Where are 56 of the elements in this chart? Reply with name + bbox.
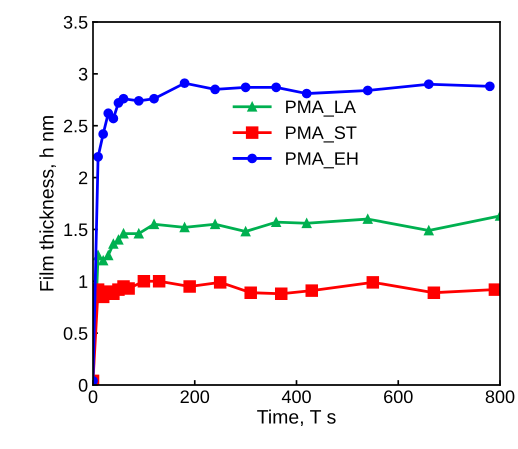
point [244, 286, 257, 299]
point [114, 234, 124, 245]
point [134, 228, 144, 238]
point [274, 287, 288, 300]
point [214, 276, 226, 289]
point [428, 286, 440, 299]
point [240, 82, 250, 92]
point [484, 81, 495, 92]
x-tick-label: 600 [384, 390, 413, 404]
point [424, 79, 434, 90]
y-tick-label: 2 [79, 172, 88, 184]
point [118, 94, 128, 104]
point [362, 214, 373, 224]
point [210, 84, 220, 94]
point [118, 228, 128, 238]
point [98, 256, 108, 266]
point [210, 219, 220, 230]
point [134, 96, 144, 106]
y-tick-label: 3 [78, 68, 88, 81]
x-tick-label: 800 [486, 390, 514, 404]
y-tick-label: 1 [79, 275, 88, 288]
x-tick-label: 0 [88, 390, 98, 404]
y-tick-label: 0 [78, 378, 88, 392]
x-tick-label: 400 [282, 390, 311, 404]
point [138, 275, 150, 288]
point [271, 217, 282, 228]
point [240, 226, 250, 236]
x-axis-title: Time, T s [257, 409, 336, 426]
point [93, 152, 103, 162]
point [306, 284, 318, 297]
legend-label: PMA_ST [286, 126, 356, 142]
point [103, 250, 114, 260]
y-tick-label: 1.5 [64, 224, 88, 236]
x-tick-label: 200 [180, 390, 210, 404]
point [108, 239, 118, 249]
point [149, 94, 159, 104]
legend-label: PMA_LA [286, 100, 356, 117]
point [488, 283, 500, 296]
point [302, 88, 312, 98]
point [302, 218, 312, 228]
point [366, 276, 380, 289]
point [271, 82, 282, 92]
point [152, 275, 166, 288]
y-tick-label: 3.5 [64, 16, 88, 29]
point [108, 114, 118, 124]
y-axis-title: Film thickness, h nm [39, 116, 56, 290]
point [180, 78, 190, 88]
point [98, 129, 108, 139]
point [149, 219, 159, 230]
y-tick-label: 2.5 [64, 120, 88, 132]
point [183, 280, 196, 293]
legend-label: PMA_EH [286, 152, 358, 168]
point [180, 222, 190, 232]
point [362, 86, 373, 96]
point [424, 226, 434, 236]
y-tick-label: 0.5 [64, 327, 88, 340]
